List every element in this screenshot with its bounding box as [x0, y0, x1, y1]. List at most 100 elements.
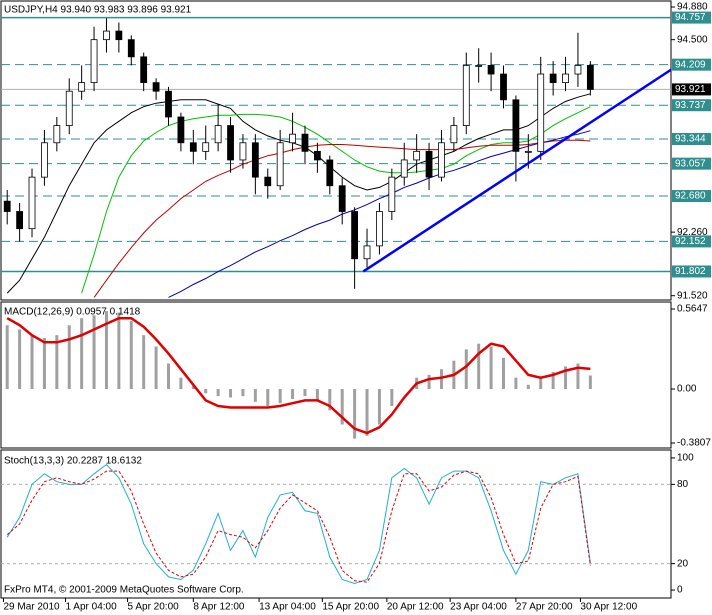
y-tick-label: 0	[677, 585, 683, 596]
panel-frame	[0, 449, 672, 599]
macd-bar	[291, 389, 295, 399]
y-tick-label: 100	[677, 453, 694, 464]
x-tick-label: 1 Apr 04:00	[66, 602, 118, 613]
candle-body	[41, 142, 48, 178]
panel-frame	[0, 0, 672, 301]
macd-bar	[551, 372, 555, 390]
stoch-title: Stoch(13,3,3) 20.2287 18.6132	[4, 456, 142, 467]
candle-body	[103, 30, 110, 41]
candle-body	[512, 99, 520, 152]
macd-bar	[514, 377, 518, 390]
candle-body	[115, 30, 123, 41]
macd-bar	[154, 346, 158, 390]
y-tick-label: 80	[677, 479, 689, 490]
candle-body	[537, 73, 545, 152]
candle-body	[351, 211, 359, 260]
candle-body	[264, 176, 272, 187]
x-tick-label: 15 Apr 20:00	[322, 602, 379, 613]
macd-bar	[328, 389, 332, 411]
x-tick-label: 13 Apr 04:00	[259, 602, 316, 613]
candle-body	[165, 90, 172, 118]
macd-bar	[464, 349, 468, 390]
candle-body	[251, 142, 259, 178]
candle-body	[3, 200, 11, 212]
level-label-box	[672, 265, 711, 278]
candle-body	[524, 150, 532, 153]
candle-body	[289, 133, 296, 144]
chart-title: USDJPY,H4 93.940 93.983 93.896 93.921	[4, 5, 192, 16]
candle-body	[562, 73, 569, 84]
macd-bar	[5, 325, 9, 390]
x-tick-label: 23 Apr 04:00	[450, 602, 507, 613]
level-label-box	[672, 235, 711, 248]
candle-body	[326, 159, 334, 187]
macd-bar	[390, 389, 394, 407]
macd-bar	[539, 377, 543, 390]
candle-body	[363, 245, 371, 260]
y-tick-label: 20	[677, 558, 689, 569]
panel-frame	[0, 301, 672, 449]
macd-bar	[67, 325, 71, 390]
macd-bar	[253, 389, 257, 402]
candle-body	[549, 73, 557, 84]
level-label: 92.152	[675, 236, 706, 247]
candle-body	[28, 176, 36, 230]
macd-bar	[353, 389, 357, 439]
candle-body	[239, 142, 247, 161]
moving-average	[93, 139, 591, 298]
candle-body	[227, 125, 234, 161]
candle-body	[189, 142, 197, 152]
macd-signal	[6, 316, 591, 435]
level-label: 91.802	[675, 266, 706, 277]
macd-bar	[104, 311, 108, 390]
macd-bar	[229, 389, 233, 398]
level-label-box	[672, 99, 711, 112]
candle-body	[214, 125, 222, 144]
y-tick-label: 94.500	[677, 34, 708, 45]
macd-bar	[365, 389, 369, 436]
stoch-main	[6, 463, 591, 585]
level-label-box	[672, 11, 711, 24]
last-price-box	[672, 83, 711, 96]
candle-body	[90, 39, 98, 84]
candle-body	[127, 39, 135, 58]
macd-bar	[526, 384, 530, 390]
macd-bar	[191, 386, 195, 390]
candle-body	[487, 65, 495, 75]
candle-body	[388, 176, 396, 212]
candle-body	[313, 150, 321, 161]
y-tick-label: -0.3807	[677, 438, 711, 449]
candle-body	[475, 65, 483, 67]
macd-title: MACD(12,26,9) 0.0957 0.1418	[4, 307, 141, 318]
macd-bar	[30, 335, 34, 390]
macd-bar	[179, 377, 183, 390]
level-label-box	[672, 132, 711, 145]
macd-bar	[18, 329, 22, 390]
candle-body	[16, 211, 24, 230]
candle-body	[500, 73, 507, 101]
macd-bar	[303, 389, 307, 397]
macd-bar	[427, 374, 431, 390]
macd-bar	[315, 389, 319, 401]
macd-bar	[80, 318, 84, 390]
macd-bar	[477, 343, 481, 390]
macd-bar	[55, 335, 59, 390]
y-tick-label: 92.260	[677, 227, 708, 238]
candle-body	[574, 65, 582, 75]
macd-bar	[204, 389, 208, 394]
level-label: 94.757	[675, 12, 706, 23]
x-tick-label: 27 Apr 20:00	[516, 602, 573, 613]
macd-bar	[266, 389, 270, 407]
macd-bar	[439, 369, 443, 390]
x-tick-label: 5 Apr 20:00	[128, 602, 180, 613]
macd-bar	[216, 389, 220, 397]
candle-body	[65, 90, 73, 126]
x-tick-label: 8 Apr 12:00	[193, 602, 245, 613]
level-label: 93.057	[675, 158, 706, 169]
macd-bar	[92, 315, 96, 390]
macd-bar	[576, 363, 580, 390]
candle-body	[425, 150, 433, 178]
level-label: 94.209	[675, 59, 706, 70]
